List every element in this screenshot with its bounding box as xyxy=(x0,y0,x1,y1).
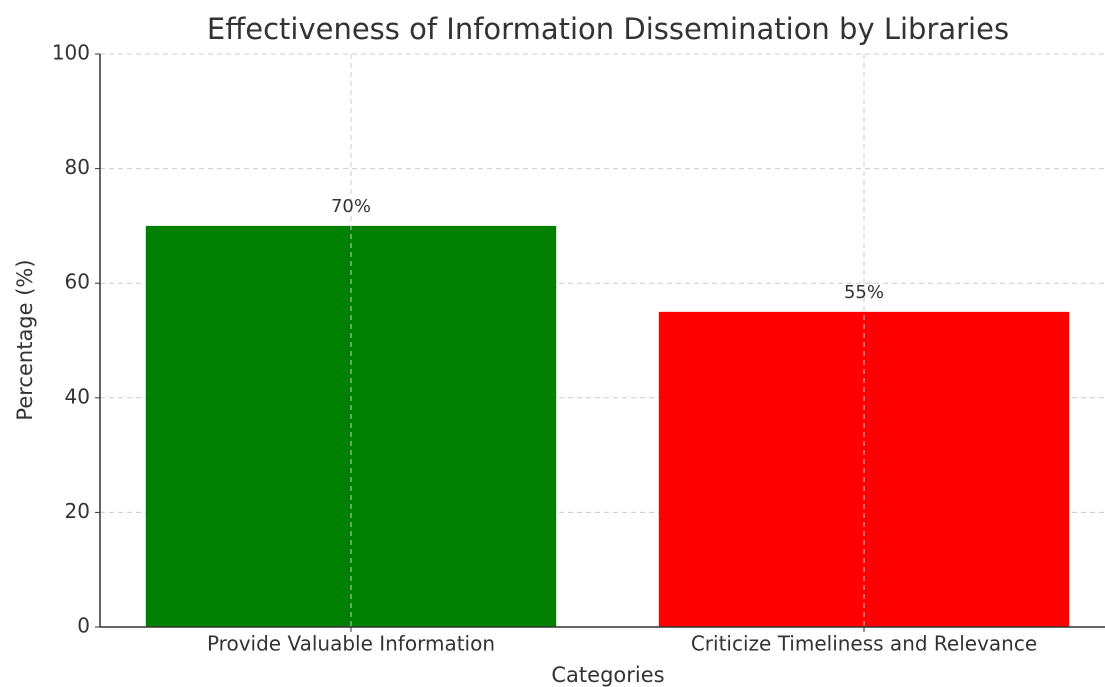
y-tick-label: 20 xyxy=(65,499,90,523)
value-label: 55% xyxy=(844,282,884,303)
chart-title: Effectiveness of Information Disseminati… xyxy=(207,12,1009,46)
y-tick-label: 60 xyxy=(65,270,90,294)
x-tick-label: Criticize Timeliness and Relevance xyxy=(691,632,1037,656)
y-tick-label: 40 xyxy=(65,384,90,408)
y-axis-label: Percentage (%) xyxy=(13,259,37,420)
x-tick-label: Provide Valuable Information xyxy=(207,632,495,656)
value-label: 70% xyxy=(331,196,371,217)
x-axis-label: Categories xyxy=(551,663,664,687)
y-tick-label: 100 xyxy=(52,41,90,65)
y-tick-label: 0 xyxy=(77,614,90,638)
y-tick-label: 80 xyxy=(65,155,90,179)
